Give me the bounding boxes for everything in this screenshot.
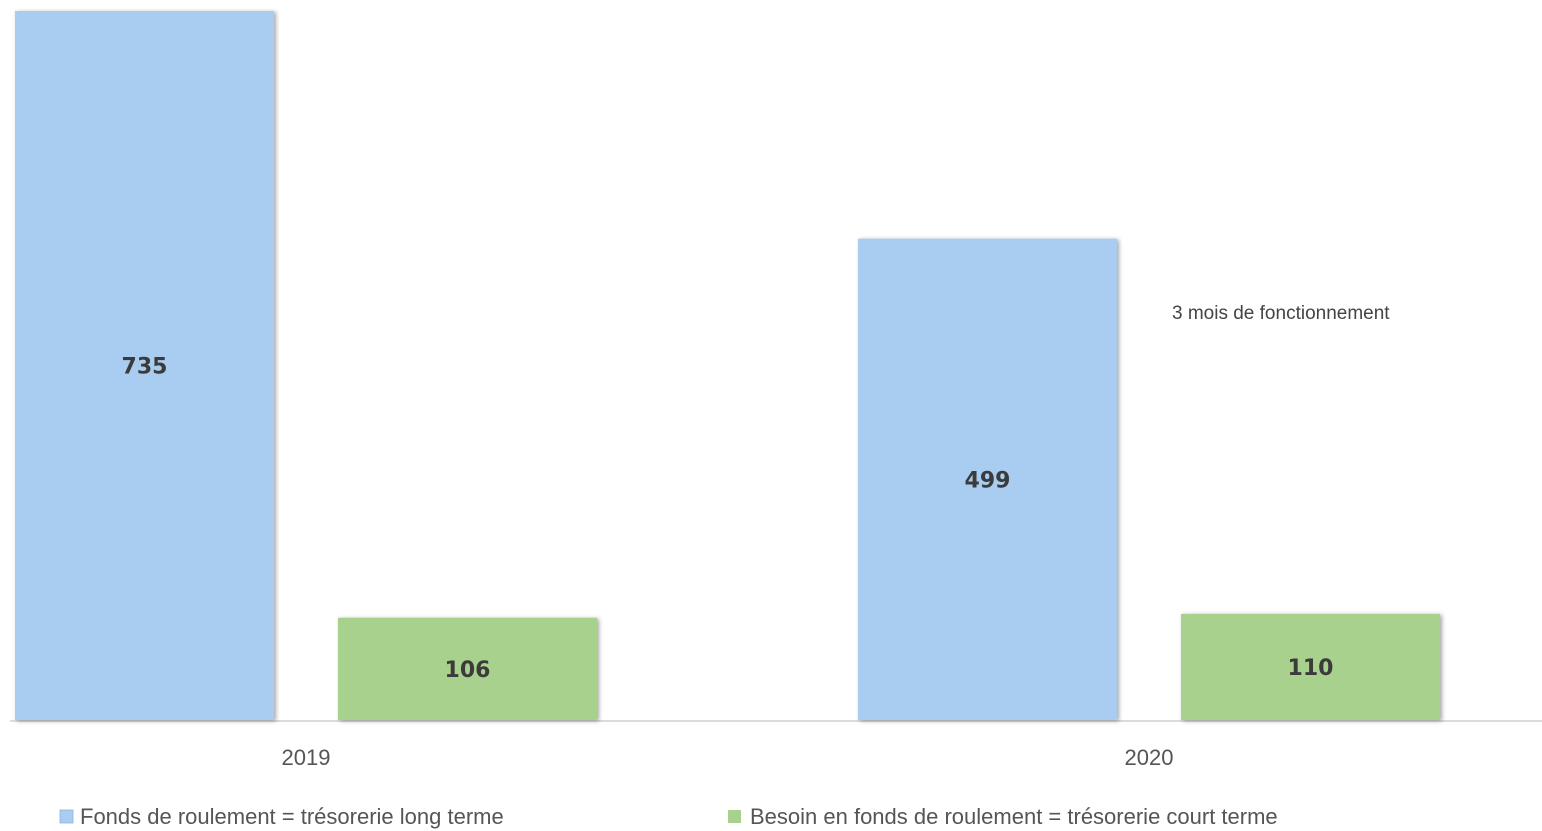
category-label-2020: 2020 xyxy=(1125,745,1174,770)
data-labels-group: 735 106 499 110 xyxy=(122,355,1334,683)
category-label-2019: 2019 xyxy=(282,745,331,770)
legend-label-series-1: Fonds de roulement = trésorerie long ter… xyxy=(80,804,504,829)
data-label-2019-series-1: 735 xyxy=(122,355,168,380)
legend-swatch-series-2 xyxy=(728,810,741,823)
data-label-2020-series-1: 499 xyxy=(965,468,1011,493)
bar-2019-series-1 xyxy=(15,11,274,720)
bar-2020-series-1 xyxy=(858,238,1117,720)
bar-2020-series-2 xyxy=(1181,613,1440,720)
data-label-2019-series-2: 106 xyxy=(445,658,491,683)
legend-label-series-2: Besoin en fonds de roulement = trésoreri… xyxy=(750,804,1278,829)
legend: Fonds de roulement = trésorerie long ter… xyxy=(59,804,1278,829)
category-labels-group: 2019 2020 xyxy=(282,745,1174,770)
reference-line-label: 3 mois de fonctionnement xyxy=(1172,303,1390,324)
data-label-2020-series-2: 110 xyxy=(1288,656,1334,681)
legend-swatch-series-1 xyxy=(59,809,74,824)
bar-2019-series-2 xyxy=(338,617,597,720)
bars-group xyxy=(15,11,1440,720)
